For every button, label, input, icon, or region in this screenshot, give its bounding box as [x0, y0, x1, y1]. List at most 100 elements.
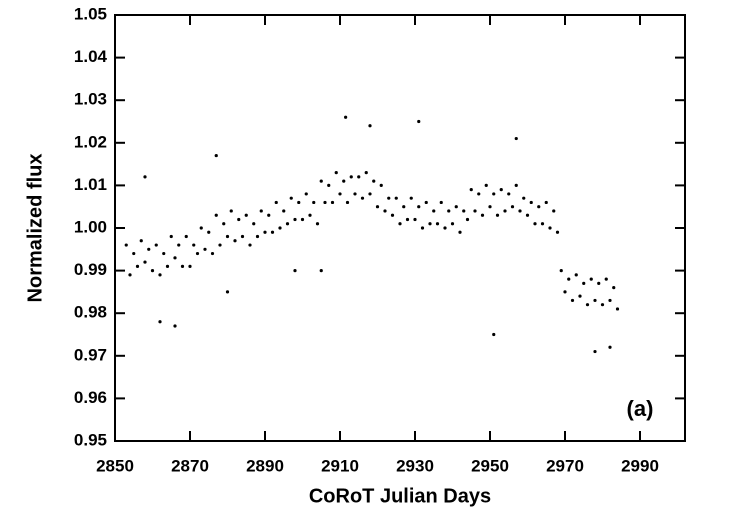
data-point — [417, 119, 421, 124]
data-point — [147, 247, 151, 251]
data-point — [514, 183, 518, 187]
x-tick-label: 2850 — [96, 456, 134, 475]
data-point — [128, 273, 132, 277]
x-tick-label: 2890 — [246, 456, 284, 475]
data-point — [503, 209, 507, 213]
x-axis-label: CoRoT Julian Days — [309, 485, 491, 507]
data-point — [218, 243, 222, 247]
data-point — [612, 286, 616, 290]
data-point — [173, 324, 177, 328]
data-point — [162, 251, 166, 256]
data-point — [462, 209, 466, 213]
y-tick-label: 1.00 — [74, 217, 107, 236]
data-point — [267, 213, 271, 217]
data-point — [139, 239, 143, 243]
data-point — [559, 269, 563, 273]
data-point — [180, 264, 185, 268]
data-point — [199, 226, 203, 230]
data-point — [244, 213, 248, 217]
data-point — [357, 175, 361, 179]
data-point — [492, 332, 496, 337]
data-point — [480, 213, 485, 217]
data-point — [315, 222, 320, 226]
data-point — [360, 196, 365, 200]
x-tick-label: 2990 — [621, 456, 659, 475]
data-point — [222, 222, 226, 226]
data-point — [210, 251, 215, 256]
data-point — [312, 200, 316, 205]
data-point — [383, 209, 387, 213]
data-point — [344, 115, 348, 119]
data-point — [593, 349, 597, 354]
data-point — [345, 200, 350, 205]
data-point — [507, 192, 511, 196]
y-tick-label: 1.05 — [74, 4, 107, 23]
data-point — [582, 281, 586, 285]
data-point — [552, 209, 556, 213]
y-tick-label: 0.98 — [74, 303, 107, 322]
data-point — [465, 217, 470, 222]
data-point — [150, 269, 155, 273]
data-point — [473, 209, 477, 213]
data-point — [319, 179, 323, 183]
data-point — [529, 200, 533, 205]
data-point — [390, 213, 395, 217]
x-tick-label: 2950 — [471, 456, 509, 475]
data-point — [447, 209, 451, 213]
data-point — [398, 222, 402, 226]
x-tick-label: 2930 — [396, 456, 434, 475]
data-point — [394, 196, 398, 200]
data-point — [405, 217, 410, 222]
data-point — [278, 226, 282, 230]
data-point — [379, 183, 383, 187]
data-point — [510, 205, 515, 209]
data-point — [143, 175, 147, 179]
data-point — [578, 294, 582, 298]
data-point — [417, 205, 421, 209]
data-point — [184, 234, 188, 239]
data-point — [608, 298, 612, 303]
data-point — [544, 200, 548, 205]
data-point — [368, 124, 372, 128]
y-tick-label: 1.04 — [74, 47, 108, 66]
data-point — [368, 192, 372, 196]
data-point — [450, 222, 455, 226]
data-point — [387, 196, 391, 200]
data-point — [274, 200, 278, 205]
data-point — [458, 230, 462, 234]
data-point — [424, 200, 428, 205]
data-point — [297, 200, 301, 205]
data-point — [240, 234, 245, 239]
data-point — [293, 217, 297, 222]
data-point — [608, 345, 612, 349]
y-axis-label: Normalized flux — [24, 154, 46, 303]
x-tick-label: 2970 — [546, 456, 584, 475]
data-point — [372, 179, 376, 183]
data-point — [330, 200, 335, 205]
data-point — [192, 243, 196, 247]
x-tick-label: 2870 — [171, 456, 209, 475]
data-point — [570, 298, 575, 303]
data-point — [195, 251, 200, 256]
data-point — [225, 290, 230, 294]
data-point — [214, 213, 218, 217]
data-point — [173, 256, 177, 260]
data-point — [413, 217, 417, 222]
data-point — [439, 200, 443, 205]
data-point — [428, 222, 432, 226]
data-point — [225, 234, 230, 239]
data-point — [304, 192, 308, 196]
data-point — [327, 183, 331, 187]
data-point — [585, 303, 590, 307]
data-point — [342, 179, 346, 183]
data-point — [435, 222, 440, 226]
data-point — [214, 153, 218, 158]
data-point — [319, 269, 323, 273]
data-point — [364, 171, 368, 175]
data-point — [537, 205, 541, 209]
data-point — [263, 230, 267, 234]
data-point — [203, 247, 207, 251]
data-point — [589, 277, 593, 281]
